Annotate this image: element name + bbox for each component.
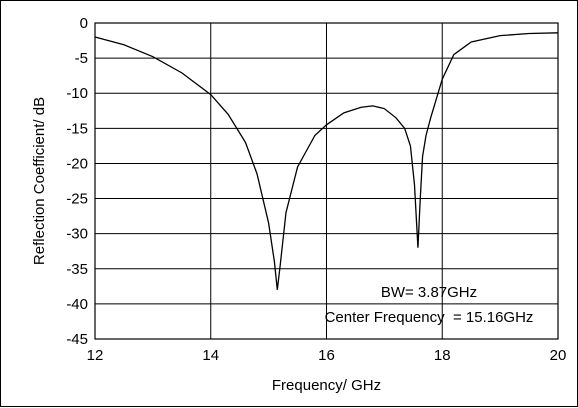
x-axis-label: Frequency/ GHz — [272, 377, 381, 394]
y-axis-label: Reflection Coefficient/ dB — [31, 97, 48, 265]
y-tick-label: -30 — [66, 226, 88, 243]
x-tick-label: 20 — [550, 347, 567, 364]
x-tick-label: 12 — [87, 347, 104, 364]
y-tick-label: -35 — [66, 261, 88, 278]
y-tick-label: -45 — [66, 331, 88, 348]
bandwidth-annotation: BW= 3.87GHz — [381, 284, 477, 301]
grid — [95, 23, 558, 339]
x-tick-label: 14 — [202, 347, 219, 364]
y-tick-label: -10 — [66, 85, 88, 102]
y-tick-label: -25 — [66, 191, 88, 208]
y-tick-label: -20 — [66, 155, 88, 172]
center-frequency-annotation: Center Frequency = 15.16GHz — [325, 309, 534, 326]
x-tick-label: 18 — [434, 347, 451, 364]
y-tick-label: -5 — [75, 50, 88, 67]
x-tick-label: 16 — [318, 347, 335, 364]
y-tick-label: -15 — [66, 120, 88, 137]
y-tick-label: 0 — [80, 15, 88, 32]
y-tick-label: -40 — [66, 296, 88, 313]
